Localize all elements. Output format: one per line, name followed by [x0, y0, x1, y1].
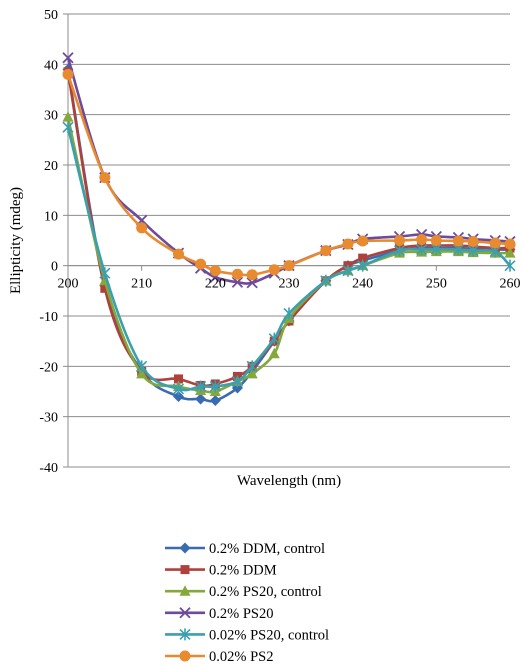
y-tick-label-2: -20 — [39, 360, 58, 375]
series-5 — [62, 68, 516, 281]
data-point-2-2 — [136, 367, 148, 379]
data-point-5-16 — [452, 235, 464, 247]
legend-marker-5 — [179, 650, 191, 662]
legend-label-2: 0.2% PS20, control — [209, 584, 322, 600]
legend-item-1: 0.2% DDM — [165, 563, 277, 579]
data-point-4-14 — [416, 243, 428, 256]
data-point-5-3 — [173, 248, 184, 260]
x-tick-label-4: 240 — [352, 277, 373, 292]
legend-item-3: 0.2% PS20 — [165, 606, 273, 622]
data-point-5-6 — [231, 268, 243, 280]
x-tick-label-0: 200 — [58, 277, 79, 292]
legend-marker-3 — [179, 607, 191, 619]
data-point-5-4 — [195, 258, 207, 270]
x-tick-label-2: 220 — [205, 277, 226, 292]
data-point-5-19 — [504, 238, 516, 250]
data-point-4-5 — [209, 380, 221, 393]
data-point-3-7 — [246, 277, 258, 289]
legend-item-2: 0.2% PS20, control — [165, 584, 322, 600]
legend-marker-4 — [179, 628, 191, 641]
data-point-4-6 — [231, 375, 243, 388]
data-point-4-10 — [320, 274, 332, 287]
data-point-1-3 — [174, 374, 183, 384]
data-point-3-6 — [231, 276, 244, 288]
data-point-5-11 — [342, 238, 354, 250]
data-point-5-5 — [209, 265, 221, 277]
series-2 — [62, 111, 516, 396]
x-tick-label-1: 210 — [131, 277, 152, 292]
data-point-5-15 — [430, 235, 442, 246]
y-axis-title: Ellipticity (mdeg) — [8, 187, 24, 294]
data-point-4-3 — [172, 382, 185, 395]
data-point-4-11 — [342, 264, 354, 277]
data-point-4-2 — [136, 360, 148, 373]
data-point-5-1 — [99, 172, 111, 184]
data-point-1-12 — [358, 253, 368, 263]
series-line-4 — [66, 126, 511, 392]
legend-item-4: 0.02% PS20, control — [165, 627, 329, 643]
legend-marker-2 — [179, 585, 191, 596]
series-1 — [63, 67, 515, 390]
data-point-5-0 — [62, 68, 74, 80]
x-tick-label-6: 260 — [500, 277, 521, 292]
x-tick-label-5: 250 — [426, 277, 447, 292]
y-tick-label-4: 0 — [51, 260, 58, 275]
y-tick-label-1: -30 — [39, 411, 58, 426]
data-point-0-4 — [195, 393, 207, 405]
data-point-2-8 — [268, 347, 280, 359]
data-point-5-10 — [320, 245, 332, 257]
data-point-4-1 — [99, 267, 111, 280]
data-point-4-7 — [246, 360, 258, 373]
data-point-2-19 — [504, 247, 516, 258]
data-point-5-17 — [467, 236, 479, 248]
data-point-4-8 — [268, 332, 280, 345]
data-point-4-13 — [393, 244, 406, 257]
series-line-1 — [66, 71, 511, 388]
legend-item-0: 0.2% DDM, control — [165, 541, 325, 557]
y-tick-label-0: -40 — [39, 461, 58, 476]
legend-label-0: 0.2% DDM, control — [209, 541, 325, 557]
data-point-5-12 — [357, 235, 369, 247]
legend: 0.2% DDM, control 0.2% DDM 0.2% PS20, cont… — [165, 541, 329, 665]
data-point-0-3 — [173, 391, 184, 403]
data-point-5-14 — [416, 233, 428, 245]
legend-marker-0 — [179, 542, 191, 554]
series-lines — [62, 52, 516, 407]
data-point-4-19 — [504, 259, 516, 272]
y-tick-label-7: 30 — [44, 109, 58, 124]
data-point-5-18 — [489, 237, 501, 249]
data-point-5-8 — [268, 264, 280, 276]
data-point-5-9 — [283, 260, 295, 272]
data-point-2-7 — [246, 367, 258, 379]
y-tick-label-5: 10 — [44, 209, 58, 224]
legend-item-5: 0.02% PS2 — [165, 649, 273, 665]
x-tick-label-3: 230 — [279, 277, 300, 292]
data-point-5-2 — [136, 222, 148, 234]
legend-marker-1 — [180, 565, 190, 575]
y-tick-label-3: -10 — [39, 310, 58, 325]
legend-label-5: 0.02% PS2 — [209, 649, 273, 665]
y-tick-label-8: 40 — [44, 58, 58, 73]
legend-label-1: 0.2% DDM — [209, 563, 277, 579]
data-point-5-13 — [394, 235, 405, 246]
data-point-5-7 — [246, 269, 258, 281]
y-tick-label-9: 50 — [44, 8, 58, 23]
y-tick-label-6: 20 — [44, 159, 58, 174]
data-point-4-12 — [357, 259, 369, 272]
tick-labels: -40 -30 -20 -10 0 10 20 30 40 50 200 210 220 230 240 25… — [39, 8, 520, 476]
data-point-2-0 — [62, 111, 74, 122]
data-point-1-1 — [100, 283, 110, 293]
data-point-4-0 — [62, 121, 74, 134]
x-axis-title: Wavelength (nm) — [237, 473, 341, 489]
legend-label-4: 0.02% PS20, control — [209, 627, 329, 643]
data-point-0-5 — [209, 395, 221, 407]
data-point-4-4 — [195, 380, 207, 393]
data-point-4-9 — [283, 307, 295, 320]
data-point-3-0 — [62, 52, 74, 64]
legend-label-3: 0.2% PS20 — [209, 606, 273, 622]
